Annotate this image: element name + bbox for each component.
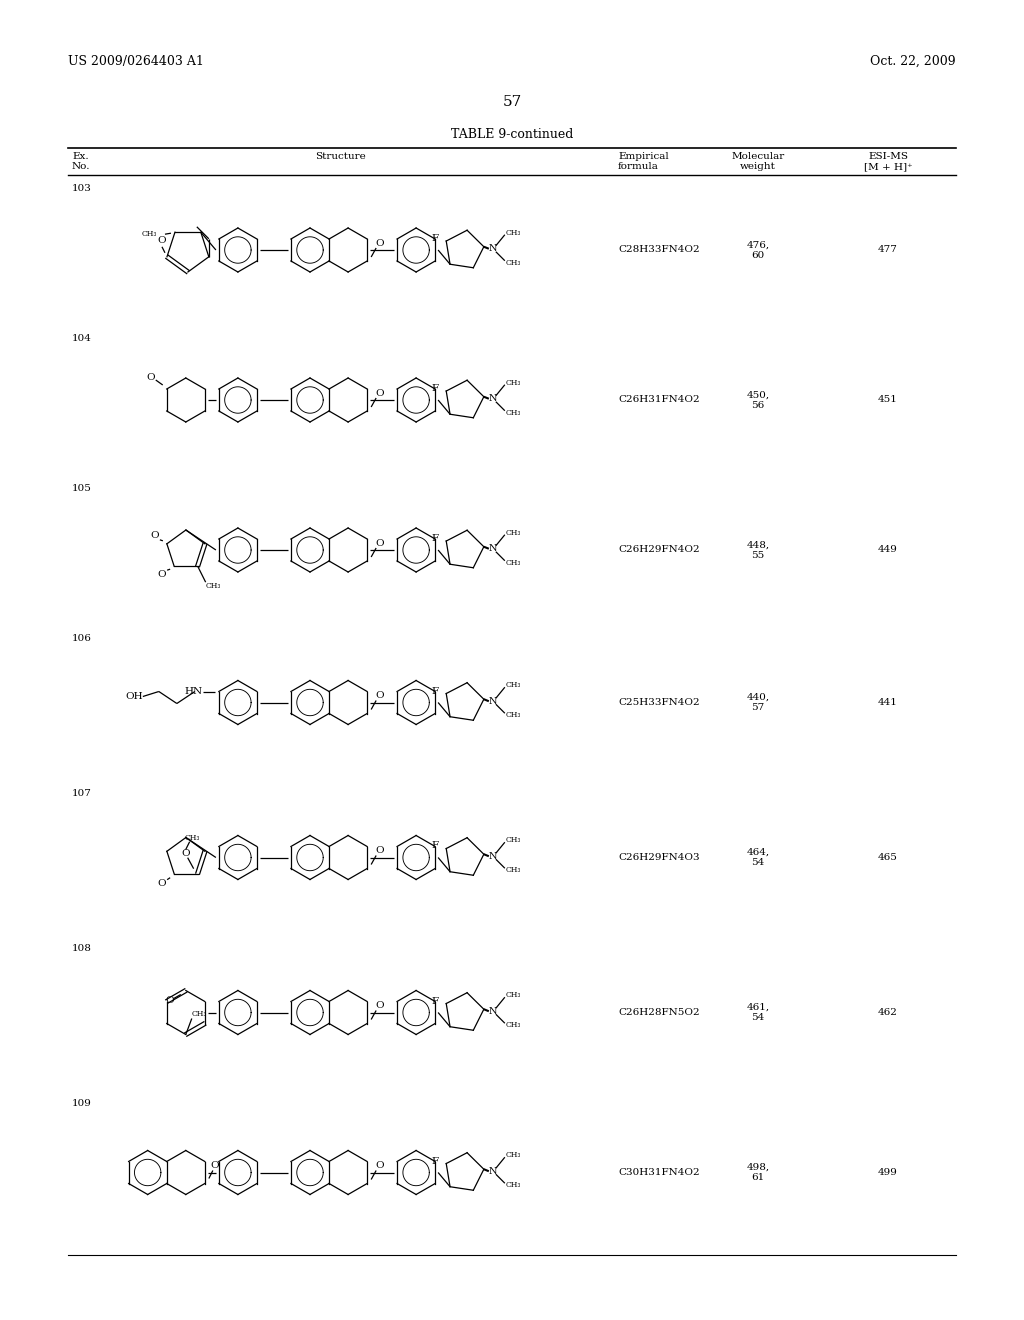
Text: O: O — [158, 570, 167, 578]
Text: 441: 441 — [878, 698, 898, 708]
Text: 464,
54: 464, 54 — [746, 847, 770, 867]
Text: N: N — [488, 395, 498, 403]
Text: F: F — [431, 234, 438, 243]
Text: F: F — [431, 1156, 438, 1166]
Text: 448,
55: 448, 55 — [746, 540, 770, 560]
Text: 477: 477 — [878, 246, 898, 255]
Text: CH₃: CH₃ — [141, 230, 157, 238]
Text: CH₃: CH₃ — [506, 837, 521, 845]
Text: CH₃: CH₃ — [506, 1151, 521, 1159]
Text: O: O — [166, 997, 174, 1005]
Text: CH₃: CH₃ — [506, 228, 521, 236]
Text: US 2009/0264403 A1: US 2009/0264403 A1 — [68, 55, 204, 69]
Text: 103: 103 — [72, 183, 92, 193]
Text: 440,
57: 440, 57 — [746, 693, 770, 713]
Text: CH₃: CH₃ — [506, 681, 521, 689]
Text: 107: 107 — [72, 789, 92, 799]
Text: C30H31FN4O2: C30H31FN4O2 — [618, 1168, 699, 1177]
Text: 476,
60: 476, 60 — [746, 240, 770, 260]
Text: O: O — [158, 879, 167, 888]
Text: O: O — [211, 1162, 219, 1170]
Text: 109: 109 — [72, 1100, 92, 1107]
Text: 108: 108 — [72, 944, 92, 953]
Text: Molecular
weight: Molecular weight — [731, 152, 784, 172]
Text: N: N — [488, 244, 498, 253]
Text: O: O — [151, 532, 159, 540]
Text: 105: 105 — [72, 484, 92, 492]
Text: C26H28FN5O2: C26H28FN5O2 — [618, 1008, 699, 1016]
Text: O: O — [376, 1162, 384, 1170]
Text: CH₃: CH₃ — [506, 711, 521, 719]
Text: O: O — [376, 1001, 384, 1010]
Text: CH₃: CH₃ — [506, 1181, 521, 1189]
Text: N: N — [488, 1167, 498, 1176]
Text: F: F — [431, 686, 438, 696]
Text: O: O — [376, 239, 384, 248]
Text: CH₃: CH₃ — [506, 379, 521, 387]
Text: O: O — [158, 236, 166, 246]
Text: CH₃: CH₃ — [206, 582, 221, 590]
Text: 104: 104 — [72, 334, 92, 343]
Text: O: O — [376, 388, 384, 397]
Text: F: F — [431, 535, 438, 543]
Text: Oct. 22, 2009: Oct. 22, 2009 — [870, 55, 956, 69]
Text: C26H31FN4O2: C26H31FN4O2 — [618, 396, 699, 404]
Text: F: F — [431, 997, 438, 1006]
Text: O: O — [376, 539, 384, 548]
Text: CH₃: CH₃ — [506, 866, 521, 874]
Text: 57: 57 — [503, 95, 521, 110]
Text: N: N — [488, 851, 498, 861]
Text: N: N — [488, 544, 498, 553]
Text: 449: 449 — [878, 545, 898, 554]
Text: CH₃: CH₃ — [506, 529, 521, 537]
Text: Empirical
formula: Empirical formula — [618, 152, 669, 172]
Text: CH₃: CH₃ — [506, 409, 521, 417]
Text: N: N — [488, 1007, 498, 1015]
Text: C28H33FN4O2: C28H33FN4O2 — [618, 246, 699, 255]
Text: F: F — [431, 384, 438, 393]
Text: C26H29FN4O2: C26H29FN4O2 — [618, 545, 699, 554]
Text: CH₃: CH₃ — [185, 834, 201, 842]
Text: N: N — [488, 697, 498, 706]
Text: 450,
56: 450, 56 — [746, 391, 770, 409]
Text: OH: OH — [125, 692, 142, 701]
Text: 106: 106 — [72, 634, 92, 643]
Text: C26H29FN4O3: C26H29FN4O3 — [618, 853, 699, 862]
Text: O: O — [146, 372, 155, 381]
Text: CH₃: CH₃ — [506, 259, 521, 267]
Text: Ex.
No.: Ex. No. — [72, 152, 90, 172]
Text: 451: 451 — [878, 396, 898, 404]
Text: CH₃: CH₃ — [191, 1011, 207, 1019]
Text: TABLE 9-continued: TABLE 9-continued — [451, 128, 573, 141]
Text: CH₃: CH₃ — [506, 558, 521, 566]
Text: O: O — [181, 849, 190, 858]
Text: C25H33FN4O2: C25H33FN4O2 — [618, 698, 699, 708]
Text: CH₃: CH₃ — [506, 991, 521, 999]
Text: HN: HN — [184, 686, 203, 696]
Text: 465: 465 — [878, 853, 898, 862]
Text: Structure: Structure — [314, 152, 366, 161]
Text: 499: 499 — [878, 1168, 898, 1177]
Text: F: F — [431, 842, 438, 850]
Text: 461,
54: 461, 54 — [746, 1003, 770, 1022]
Text: CH₃: CH₃ — [506, 1022, 521, 1030]
Text: O: O — [376, 690, 384, 700]
Text: O: O — [376, 846, 384, 855]
Text: 498,
61: 498, 61 — [746, 1163, 770, 1183]
Text: 462: 462 — [878, 1008, 898, 1016]
Text: ESI-MS
[M + H]⁺: ESI-MS [M + H]⁺ — [863, 152, 912, 172]
